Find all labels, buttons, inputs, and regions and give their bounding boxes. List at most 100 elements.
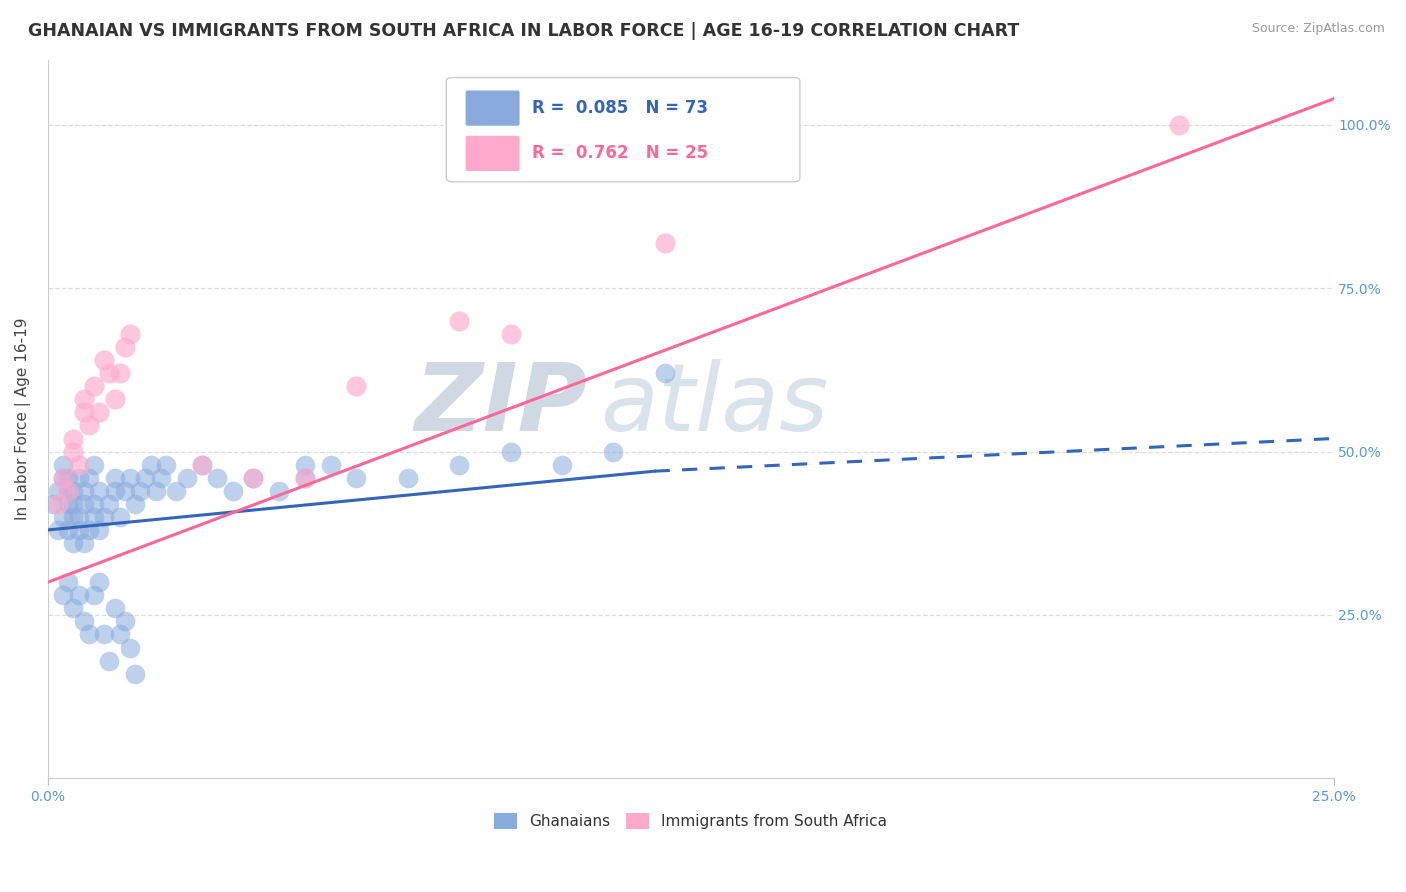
Point <box>134 471 156 485</box>
Point <box>129 483 152 498</box>
Point <box>67 523 90 537</box>
Point <box>46 483 69 498</box>
Point <box>52 588 75 602</box>
Point <box>52 458 75 472</box>
Point <box>191 458 214 472</box>
Point <box>654 366 676 380</box>
Point <box>176 471 198 485</box>
Point <box>98 497 121 511</box>
Point <box>52 471 75 485</box>
Point <box>77 627 100 641</box>
Point <box>58 523 80 537</box>
Point <box>449 458 471 472</box>
Point <box>73 405 96 419</box>
Point <box>207 471 229 485</box>
Point <box>62 444 84 458</box>
Point <box>62 432 84 446</box>
Point <box>73 536 96 550</box>
Point <box>62 536 84 550</box>
Point <box>114 340 136 354</box>
Point <box>103 601 125 615</box>
Point <box>118 471 141 485</box>
FancyBboxPatch shape <box>465 90 520 126</box>
Point <box>62 509 84 524</box>
Point <box>73 497 96 511</box>
Point <box>103 483 125 498</box>
Point <box>149 471 172 485</box>
Point <box>108 627 131 641</box>
Point <box>145 483 167 498</box>
Point <box>58 497 80 511</box>
Point <box>124 497 146 511</box>
Point <box>499 444 522 458</box>
Point <box>87 575 110 590</box>
Legend: Ghanaians, Immigrants from South Africa: Ghanaians, Immigrants from South Africa <box>488 807 893 835</box>
Point <box>191 458 214 472</box>
Point <box>269 483 291 498</box>
Point <box>46 497 69 511</box>
Point <box>67 471 90 485</box>
Point <box>83 509 105 524</box>
Point <box>62 483 84 498</box>
Point <box>93 627 115 641</box>
Point <box>1168 118 1191 132</box>
Text: R =  0.085   N = 73: R = 0.085 N = 73 <box>533 99 709 117</box>
Point <box>58 575 80 590</box>
Point <box>58 483 80 498</box>
Point <box>98 654 121 668</box>
Text: GHANAIAN VS IMMIGRANTS FROM SOUTH AFRICA IN LABOR FORCE | AGE 16-19 CORRELATION : GHANAIAN VS IMMIGRANTS FROM SOUTH AFRICA… <box>28 22 1019 40</box>
Point <box>46 523 69 537</box>
Point <box>67 588 90 602</box>
Point <box>67 509 90 524</box>
Point <box>103 471 125 485</box>
Point <box>499 326 522 341</box>
Point <box>62 601 84 615</box>
Point <box>93 509 115 524</box>
Text: atlas: atlas <box>600 359 828 450</box>
Point <box>42 497 65 511</box>
Point <box>294 471 316 485</box>
Point <box>87 483 110 498</box>
Point <box>108 366 131 380</box>
Point <box>93 353 115 368</box>
Point <box>83 497 105 511</box>
Point <box>551 458 574 472</box>
Point <box>165 483 187 498</box>
Point <box>83 588 105 602</box>
Point <box>344 471 367 485</box>
Point <box>98 366 121 380</box>
Point <box>58 483 80 498</box>
Point <box>67 458 90 472</box>
Point <box>108 509 131 524</box>
Point <box>602 444 624 458</box>
Point <box>222 483 245 498</box>
Point <box>396 471 419 485</box>
Point <box>73 483 96 498</box>
Point <box>58 471 80 485</box>
Point <box>83 379 105 393</box>
Point <box>87 405 110 419</box>
Point <box>344 379 367 393</box>
Point <box>77 418 100 433</box>
Text: Source: ZipAtlas.com: Source: ZipAtlas.com <box>1251 22 1385 36</box>
Point <box>118 326 141 341</box>
FancyBboxPatch shape <box>465 136 520 171</box>
Point <box>294 458 316 472</box>
Point <box>155 458 177 472</box>
Point <box>83 458 105 472</box>
Point <box>77 471 100 485</box>
Point <box>118 640 141 655</box>
Point <box>114 615 136 629</box>
Point <box>87 523 110 537</box>
Point <box>73 392 96 407</box>
Point <box>103 392 125 407</box>
Y-axis label: In Labor Force | Age 16-19: In Labor Force | Age 16-19 <box>15 318 31 520</box>
Point <box>242 471 264 485</box>
FancyBboxPatch shape <box>446 78 800 182</box>
Point <box>319 458 342 472</box>
Point <box>62 497 84 511</box>
Point <box>77 523 100 537</box>
Point <box>114 483 136 498</box>
Point <box>242 471 264 485</box>
Text: ZIP: ZIP <box>415 359 588 450</box>
